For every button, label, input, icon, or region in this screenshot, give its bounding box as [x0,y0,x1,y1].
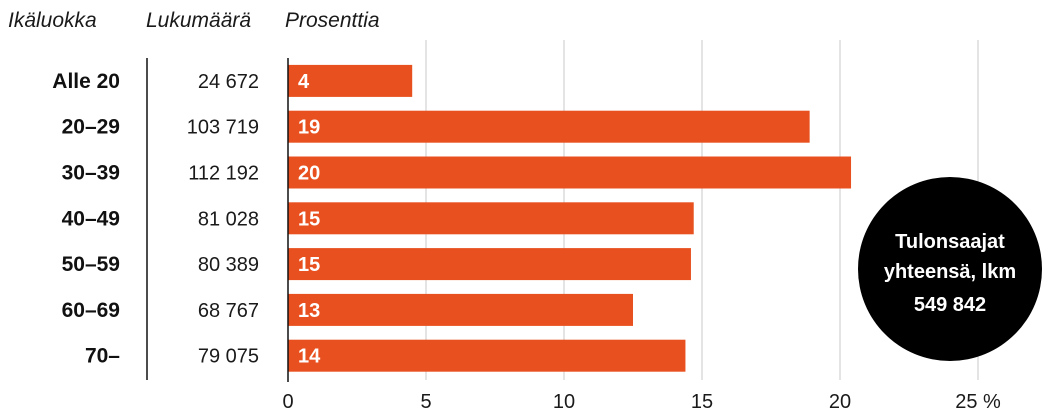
total-circle [858,177,1042,361]
count-label: 81 028 [198,208,259,230]
bar-value-label: 20 [298,163,320,185]
bar [288,64,413,97]
count-label: 80 389 [198,254,259,276]
total-label-line1: Tulonsaajat [895,231,1005,253]
header-count: Lukumäärä [146,9,251,32]
header-category: Ikäluokka [8,9,97,32]
category-label: 30–39 [62,162,120,185]
bar [288,156,852,189]
x-tick-label: 20 [829,391,851,412]
x-tick-label: 15 [691,391,713,412]
count-label: 24 672 [198,71,259,93]
category-rows: Alle 20 24 672 20–29 103 719 30–39 112 192 40–… [52,70,259,368]
category-label: 70– [85,345,120,368]
bar-value-label: 15 [298,208,320,230]
count-label: 68 767 [198,300,259,322]
count-label: 79 075 [198,346,259,368]
x-tick-label: 0 [282,391,293,412]
total-badge: Tulonsaajat yhteensä, lkm 549 842 [858,177,1042,361]
total-label-line2: yhteensä, lkm [884,261,1016,283]
x-tick-label: 25 % [955,391,1001,412]
x-tick-label: 5 [420,391,431,412]
bars: 4 19 20 15 15 13 14 [288,64,852,372]
bar-value-label: 13 [298,300,320,322]
count-label: 103 719 [187,117,259,139]
category-label: Alle 20 [52,70,120,93]
category-label: 40–49 [62,207,120,230]
bar [288,293,633,326]
category-label: 60–69 [62,299,120,322]
bar-value-label: 19 [298,117,320,139]
total-value: 549 842 [914,294,986,316]
x-axis: 0 5 10 15 20 25 % [282,58,1001,412]
x-tick-label: 10 [553,391,575,412]
bar [288,248,691,281]
bar [288,110,810,143]
count-label: 112 192 [188,163,259,185]
bar-value-label: 15 [298,254,320,276]
bar [288,339,686,372]
bar-value-label: 4 [298,71,310,93]
bar-value-label: 14 [298,346,321,368]
header-percent: Prosenttia [285,9,380,32]
category-label: 50–59 [62,253,120,276]
category-label: 20–29 [62,116,120,139]
bar [288,202,694,235]
